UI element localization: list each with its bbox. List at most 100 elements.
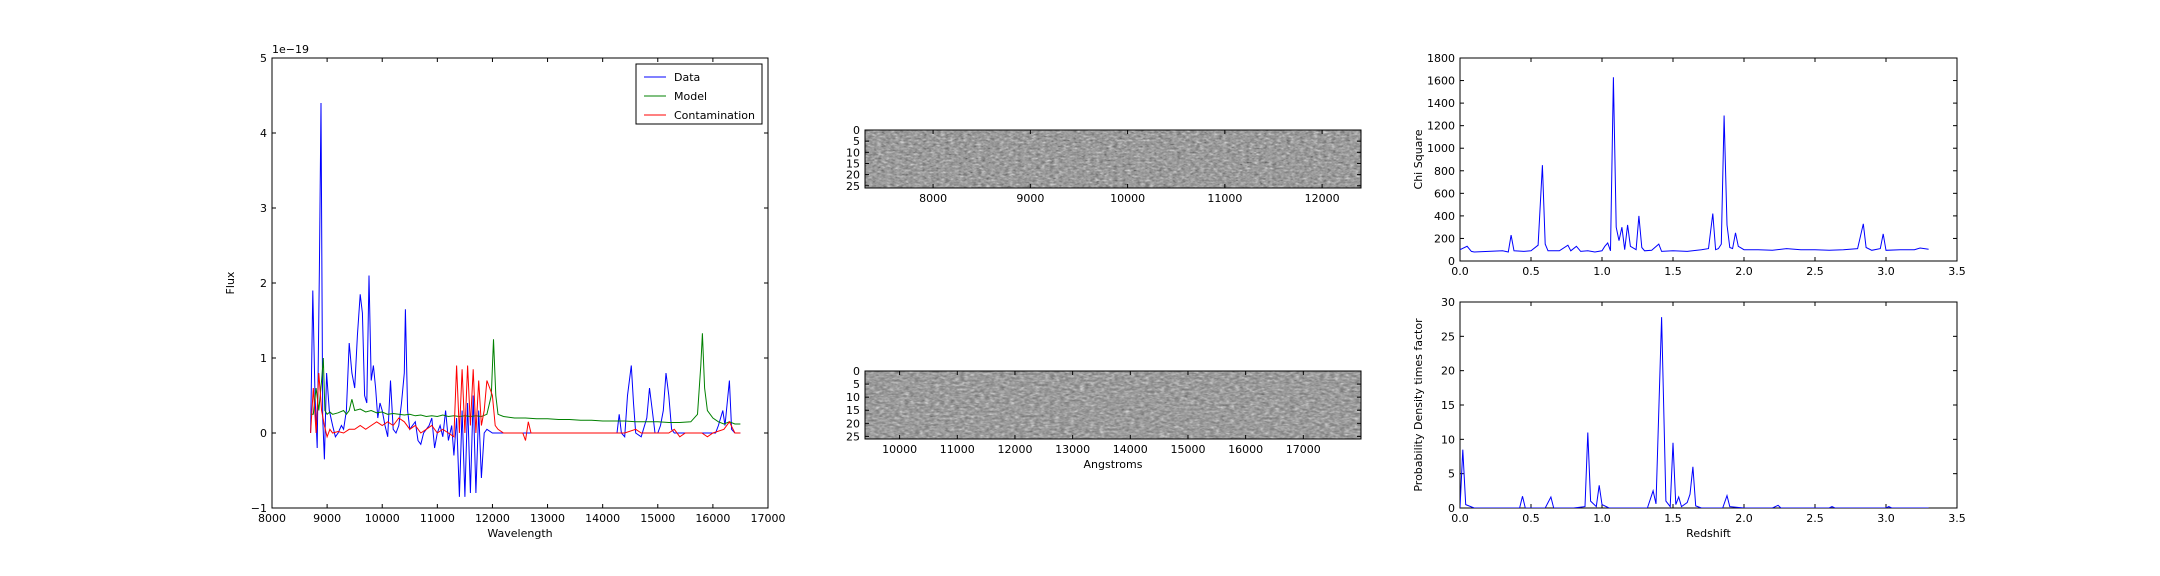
axes-frame xyxy=(1459,301,1958,509)
x-tick-label: 2.5 xyxy=(1806,512,1824,525)
x-tick-label: 10000 xyxy=(1110,192,1145,205)
x-tick-label: 3.5 xyxy=(1948,512,1966,525)
axes-frame xyxy=(271,57,769,509)
y-tick-label: 200 xyxy=(1434,232,1455,245)
legend-label: Data xyxy=(674,71,700,84)
y-tick-label: 1800 xyxy=(1427,52,1455,65)
x-tick-label: 2.5 xyxy=(1806,265,1824,278)
x-tick-label: 10000 xyxy=(882,443,917,456)
x-tick-label: 14000 xyxy=(585,512,620,525)
y-tick-label: 0 xyxy=(1448,502,1455,515)
x-tick-label: 9000 xyxy=(313,512,341,525)
y-tick-label: 10 xyxy=(1441,433,1455,446)
y-tick-label: 30 xyxy=(1441,296,1455,309)
x-tick-label: 9000 xyxy=(1016,192,1044,205)
y-axis-label: Chi Square xyxy=(1412,129,1425,189)
y-tick-label: 5 xyxy=(853,135,860,148)
y-tick-label: 15 xyxy=(846,157,860,170)
series-line-4-0 xyxy=(1460,317,1929,508)
y-tick-label: −1 xyxy=(251,502,267,515)
y-tick-label: 5 xyxy=(853,378,860,391)
y-tick-label: 25 xyxy=(846,430,860,443)
x-tick-label: 0.0 xyxy=(1451,512,1469,525)
pdf-chart: 0.0 0.5 1.0 1.5 2.0 2.5 3.0 3.5 0 5 10 15 20 25 30 Reds… xyxy=(1412,296,1966,540)
y-tick-label: 25 xyxy=(1441,330,1455,343)
axes-frame xyxy=(864,370,1362,440)
x-tick-label: 1.0 xyxy=(1593,265,1611,278)
x-tick-label: 2.0 xyxy=(1735,265,1753,278)
y-tick-label: 25 xyxy=(846,180,860,193)
y-tick-label: 15 xyxy=(1441,399,1455,412)
x-tick-label: 12000 xyxy=(475,512,510,525)
x-tick-label: 13000 xyxy=(1055,443,1090,456)
x-tick-label: 11000 xyxy=(1207,192,1242,205)
chisq-chart: 0.0 0.5 1.0 1.5 2.0 2.5 3.0 3.5 0 200 400 600 800 100… xyxy=(1412,52,1966,278)
y-tick-label: 5 xyxy=(1448,468,1455,481)
y-tick-label: 0 xyxy=(1448,255,1455,268)
noise-image xyxy=(865,130,1361,188)
spectrum-chart: 8000 9000 10000 11000 12000 13000 14000 15000 16… xyxy=(224,43,786,540)
x-axis-label: Wavelength xyxy=(487,527,552,540)
y-tick-label: 1000 xyxy=(1427,142,1455,155)
x-axis-label: Redshift xyxy=(1686,527,1731,540)
x-tick-label: 12000 xyxy=(997,443,1032,456)
y-tick-label: 0 xyxy=(853,124,860,137)
x-tick-label: 0.5 xyxy=(1522,512,1540,525)
y-tick-label: 20 xyxy=(846,169,860,182)
x-tick-label: 17000 xyxy=(1286,443,1321,456)
x-tick-label: 0.5 xyxy=(1522,265,1540,278)
x-tick-label: 8000 xyxy=(919,192,947,205)
x-axis-label: Angstroms xyxy=(1084,458,1143,471)
y-tick-label: 20 xyxy=(1441,365,1455,378)
x-tick-label: 1.5 xyxy=(1664,265,1682,278)
x-tick-label: 8000 xyxy=(258,512,286,525)
y-tick-label: 10 xyxy=(846,391,860,404)
x-tick-label: 16000 xyxy=(695,512,730,525)
y-tick-label: 0 xyxy=(260,427,267,440)
image-panel-2: 10000 11000 12000 13000 14000 15000 16000 17000… xyxy=(846,365,1362,471)
x-tick-label: 12000 xyxy=(1305,192,1340,205)
series-line-3-0 xyxy=(1460,77,1929,253)
x-tick-label: 3.5 xyxy=(1948,265,1966,278)
legend-box xyxy=(635,63,763,125)
x-tick-label: 3.0 xyxy=(1877,512,1895,525)
x-tick-label: 14000 xyxy=(1113,443,1148,456)
y-tick-label: 20 xyxy=(846,417,860,430)
x-tick-label: 0.0 xyxy=(1451,265,1469,278)
x-tick-label: 11000 xyxy=(940,443,975,456)
y-tick-label: 400 xyxy=(1434,210,1455,223)
x-tick-label: 1.0 xyxy=(1593,512,1611,525)
y-tick-label: 1400 xyxy=(1427,97,1455,110)
x-tick-label: 10000 xyxy=(365,512,400,525)
y-tick-label: 10 xyxy=(846,146,860,159)
y-tick-label: 5 xyxy=(260,52,267,65)
axes-frame xyxy=(864,129,1362,189)
x-tick-label: 13000 xyxy=(530,512,565,525)
y-offset-label: 1e−19 xyxy=(272,43,309,56)
legend: Data Model Contamination xyxy=(635,63,763,125)
y-tick-label: 1200 xyxy=(1427,120,1455,133)
y-tick-label: 600 xyxy=(1434,187,1455,200)
x-tick-label: 2.0 xyxy=(1735,512,1753,525)
y-tick-label: 1 xyxy=(260,352,267,365)
y-tick-label: 4 xyxy=(260,127,267,140)
x-tick-label: 11000 xyxy=(420,512,455,525)
y-axis-label: Flux xyxy=(224,271,237,294)
y-tick-label: 800 xyxy=(1434,165,1455,178)
x-tick-label: 16000 xyxy=(1228,443,1263,456)
x-tick-label: 17000 xyxy=(751,512,786,525)
x-tick-label: 1.5 xyxy=(1664,512,1682,525)
series-line-data xyxy=(310,102,741,497)
y-tick-label: 2 xyxy=(260,277,267,290)
series-line-contamination xyxy=(310,365,741,441)
y-tick-label: 15 xyxy=(846,404,860,417)
y-tick-label: 3 xyxy=(260,202,267,215)
x-tick-label: 15000 xyxy=(1170,443,1205,456)
noise-image xyxy=(865,371,1361,439)
y-tick-label: 1600 xyxy=(1427,75,1455,88)
x-tick-label: 15000 xyxy=(640,512,675,525)
axes-frame xyxy=(1459,57,1958,262)
y-tick-label: 0 xyxy=(853,365,860,378)
